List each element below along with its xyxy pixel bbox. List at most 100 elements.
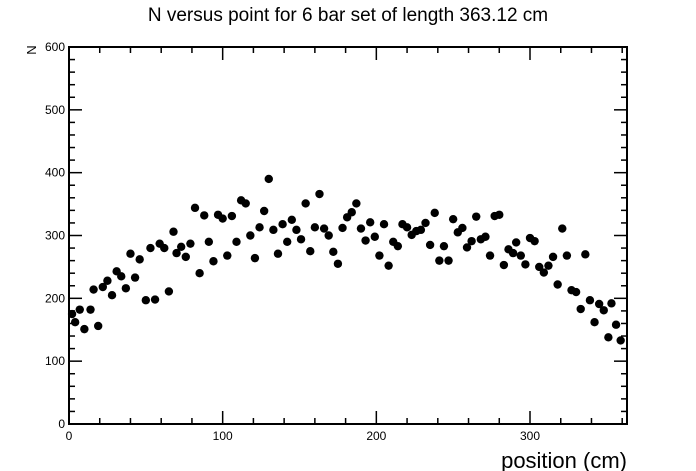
data-point	[356, 224, 366, 233]
data-point	[273, 249, 283, 258]
data-point	[467, 236, 476, 246]
data-point	[511, 238, 521, 247]
data-point	[181, 252, 190, 262]
y-tick-label: 500	[45, 103, 65, 117]
data-point	[67, 309, 77, 319]
y-tick-label: 600	[45, 40, 65, 54]
data-point	[430, 208, 439, 218]
data-point	[539, 268, 549, 277]
data-point	[472, 212, 481, 221]
data-point	[421, 218, 430, 228]
data-point	[227, 211, 237, 221]
x-tick-label: 200	[366, 429, 386, 443]
data-point	[370, 232, 379, 241]
data-point	[319, 224, 329, 233]
data-point	[190, 203, 200, 213]
data-point	[439, 241, 449, 251]
data-point	[186, 239, 195, 248]
data-point	[599, 306, 608, 315]
data-point	[107, 290, 117, 300]
data-point	[306, 247, 315, 256]
data-point	[200, 211, 209, 220]
data-points	[67, 174, 625, 345]
data-point	[315, 189, 324, 199]
data-point	[195, 269, 204, 278]
data-point	[218, 214, 227, 223]
data-point	[535, 262, 544, 272]
data-point	[301, 199, 310, 208]
data-point	[209, 257, 218, 266]
data-point	[310, 223, 320, 232]
data-point	[117, 272, 126, 281]
data-point	[259, 206, 269, 216]
x-tick-label: 100	[213, 429, 233, 443]
data-point	[590, 318, 599, 327]
y-tick-label: 300	[45, 229, 65, 243]
data-point	[283, 237, 292, 246]
data-point	[393, 241, 403, 251]
data-point	[126, 249, 135, 258]
data-point	[204, 237, 214, 246]
data-point	[544, 261, 553, 270]
data-point	[296, 235, 306, 244]
data-point	[594, 299, 604, 309]
data-point	[150, 295, 160, 304]
data-point	[444, 256, 453, 265]
data-point	[164, 287, 174, 296]
data-point	[89, 285, 98, 294]
y-tick-label: 0	[58, 417, 65, 431]
x-axis-label: position (cm)	[501, 448, 627, 471]
data-point	[571, 287, 581, 297]
data-point	[585, 296, 595, 305]
data-point	[347, 208, 356, 217]
data-point	[416, 225, 426, 235]
data-point	[448, 214, 458, 224]
data-point	[141, 296, 151, 305]
data-point	[255, 223, 264, 232]
axes: 0 100 200 300 400 500 600 0 100 200 300	[45, 40, 628, 443]
data-point	[86, 305, 95, 314]
data-point	[611, 320, 621, 329]
data-point	[548, 252, 558, 262]
data-point	[80, 324, 89, 334]
data-point	[458, 223, 467, 233]
data-point	[402, 223, 412, 232]
data-point	[232, 237, 241, 246]
data-point	[616, 336, 625, 345]
x-tick-label: 300	[520, 429, 540, 443]
data-point	[146, 243, 155, 253]
data-point	[324, 231, 333, 240]
data-point	[135, 255, 144, 264]
data-point	[499, 260, 509, 270]
data-point	[241, 199, 250, 208]
data-point	[495, 210, 504, 219]
data-point	[607, 299, 616, 308]
data-point	[521, 260, 530, 269]
data-point	[278, 219, 287, 229]
data-point	[481, 232, 490, 241]
y-tick-label: 100	[45, 354, 65, 368]
data-point	[176, 242, 186, 252]
y-tick-label: 400	[45, 166, 65, 180]
data-point	[425, 240, 435, 250]
data-point	[98, 282, 108, 292]
data-point	[75, 305, 84, 314]
data-point	[103, 276, 112, 285]
data-point	[93, 321, 103, 331]
plot-frame	[68, 46, 628, 425]
data-point	[462, 243, 472, 252]
data-point	[338, 223, 347, 233]
data-point	[562, 251, 572, 260]
y-axis-label: N	[24, 45, 39, 54]
data-point	[530, 236, 539, 246]
data-point	[365, 218, 375, 227]
data-point	[384, 261, 393, 270]
data-point	[352, 199, 361, 208]
y-tick-label: 200	[45, 291, 65, 305]
data-point	[604, 333, 613, 342]
data-point	[269, 225, 278, 235]
data-point	[292, 225, 301, 235]
data-point	[485, 251, 495, 260]
data-point	[121, 284, 131, 293]
